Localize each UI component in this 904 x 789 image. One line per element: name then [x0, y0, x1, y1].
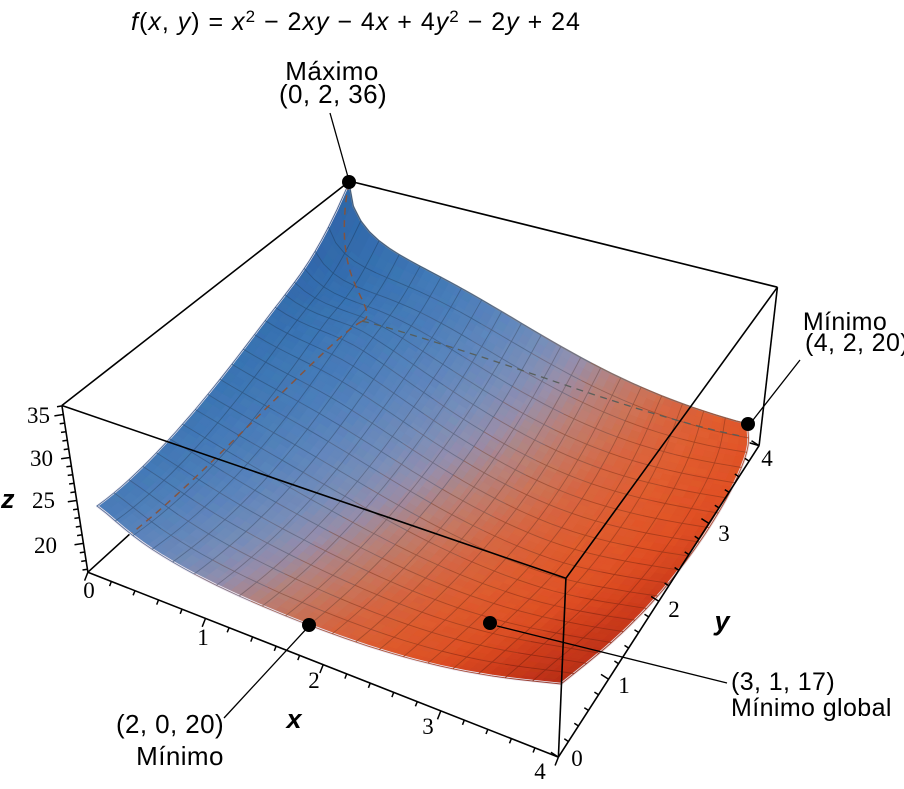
svg-text:Mínimo: Mínimo [803, 308, 887, 336]
svg-text:z: z [0, 484, 15, 514]
svg-text:20: 20 [34, 533, 57, 558]
svg-text:4: 4 [534, 759, 546, 784]
svg-text:(4, 2, 20): (4, 2, 20) [805, 329, 904, 357]
svg-text:0: 0 [571, 746, 583, 771]
svg-text:2: 2 [308, 668, 320, 693]
svg-text:1: 1 [197, 625, 209, 650]
svg-text:0: 0 [83, 578, 95, 603]
svg-text:(3, 1, 17): (3, 1, 17) [731, 668, 835, 696]
svg-text:x: x [284, 704, 302, 734]
svg-text:1: 1 [618, 673, 630, 698]
svg-text:Mínimo: Mínimo [136, 741, 224, 771]
svg-text:4: 4 [761, 446, 773, 471]
svg-text:3: 3 [718, 521, 730, 546]
svg-text:30: 30 [30, 446, 53, 471]
svg-text:25: 25 [32, 488, 55, 513]
svg-text:(0, 2, 36): (0, 2, 36) [279, 79, 387, 109]
svg-text:2: 2 [668, 597, 680, 622]
svg-text:y: y [712, 606, 731, 636]
svg-text:Máximo: Máximo [285, 56, 378, 86]
svg-text:Mínimo global: Mínimo global [731, 694, 892, 722]
svg-text:(2, 0, 20): (2, 0, 20) [116, 709, 224, 739]
svg-text:f(x, y) = x2 − 2xy − 4x + 4y2: f(x, y) = x2 − 2xy − 4x + 4y2 − 2y + 24 [131, 7, 581, 36]
svg-text:35: 35 [27, 403, 50, 428]
svg-text:3: 3 [422, 714, 434, 739]
